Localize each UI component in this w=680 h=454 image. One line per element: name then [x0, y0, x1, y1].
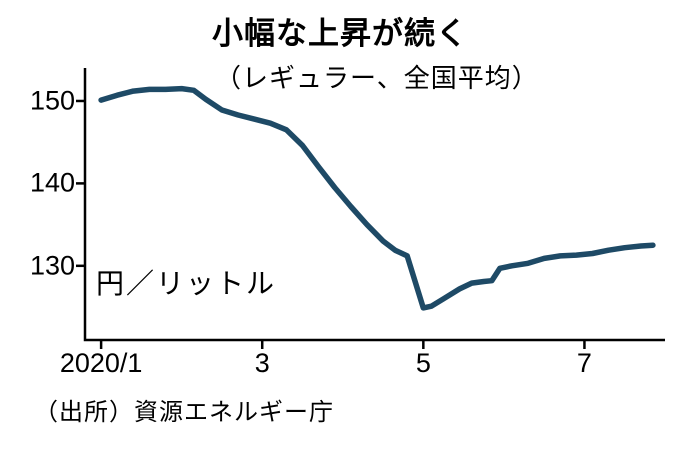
- y-tick-label: 130: [29, 250, 75, 281]
- price-line: [98, 85, 656, 311]
- chart-subtitle: （レギュラー、全国平均）: [215, 63, 539, 93]
- x-tick-label: 2020/1: [59, 348, 143, 378]
- source-note: （出所）資源エネルギー庁: [34, 399, 334, 426]
- y-tick-label: 150: [29, 85, 75, 116]
- y-axis-unit-label: 円／リットル: [96, 268, 277, 299]
- x-tick-label: 3: [254, 348, 270, 378]
- x-tick-label: 7: [576, 348, 592, 378]
- y-tick-label: 140: [29, 167, 75, 198]
- axes: [83, 68, 665, 342]
- chart-title: 小幅な上昇が続く: [212, 16, 468, 51]
- x-tick-label: 5: [415, 348, 431, 378]
